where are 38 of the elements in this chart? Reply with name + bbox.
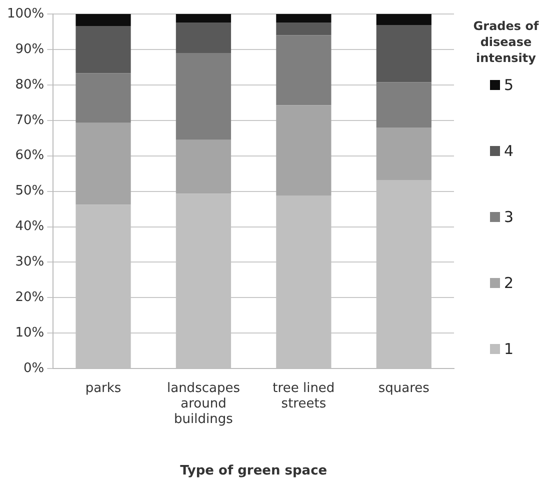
x-tick-label: parks xyxy=(85,380,122,396)
x-tick-label: squares xyxy=(378,380,430,396)
bar xyxy=(176,53,232,140)
y-tick-label: 80% xyxy=(15,77,44,92)
bar xyxy=(276,35,332,106)
bar xyxy=(76,73,131,123)
legend-title: Grades of disease intensity xyxy=(472,18,540,66)
legend-label: 3 xyxy=(504,208,514,226)
bar xyxy=(176,14,232,23)
y-tick-label: 60% xyxy=(15,148,44,164)
y-tick-label: 100% xyxy=(6,6,44,22)
x-tick-label: tree lined streets xyxy=(272,380,335,412)
bar xyxy=(76,122,131,205)
bar xyxy=(176,22,232,54)
bar xyxy=(276,22,332,36)
y-tick-label: 20% xyxy=(15,290,44,306)
bar xyxy=(76,14,131,26)
legend-label: 4 xyxy=(504,142,514,160)
y-tick-label: 0% xyxy=(24,360,44,376)
bar xyxy=(376,24,432,82)
legend-label: 5 xyxy=(504,76,514,94)
bar xyxy=(276,14,332,23)
y-tick-label: 40% xyxy=(15,219,44,234)
legend-label: 2 xyxy=(504,274,514,292)
bar xyxy=(276,105,332,196)
bar xyxy=(176,140,232,194)
bar xyxy=(76,26,131,74)
bar xyxy=(376,82,432,128)
x-tick-label: landscapes around buildings xyxy=(166,380,240,427)
y-tick-label: 10% xyxy=(15,326,44,341)
y-tick-label: 90% xyxy=(15,42,44,57)
bar xyxy=(376,14,432,25)
y-tick-label: 30% xyxy=(15,254,44,270)
legend-label: 1 xyxy=(504,340,514,358)
bar xyxy=(376,127,432,180)
x-axis-title: Type of green space xyxy=(180,464,328,479)
y-tick-label: 50% xyxy=(15,184,44,199)
y-tick-label: 70% xyxy=(15,112,44,128)
